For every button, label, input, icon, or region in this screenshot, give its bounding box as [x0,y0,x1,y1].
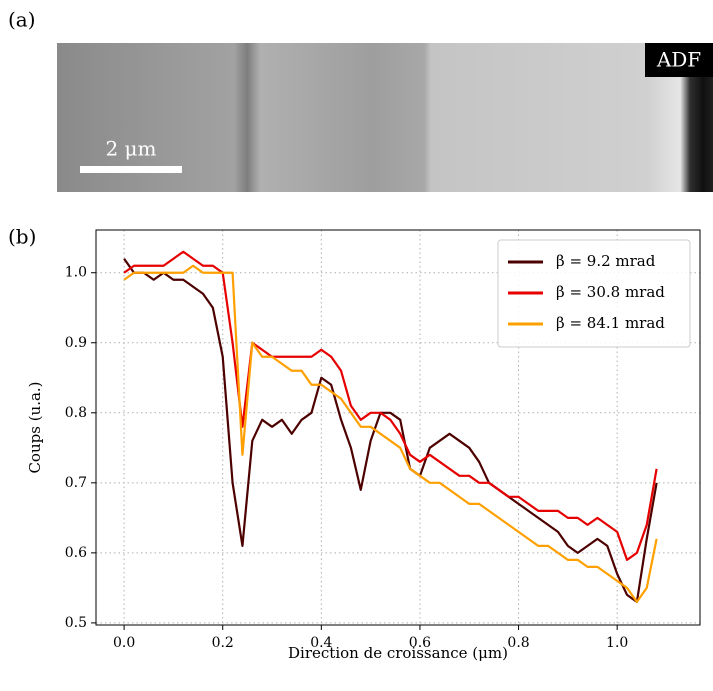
x-tick-label: 1.0 [606,635,628,651]
series-line [123,258,658,603]
scale-bar-label: 2 μm [105,137,156,161]
legend-box [497,239,691,348]
scale-bar [80,166,182,173]
y-tick-label: 0.6 [65,545,87,561]
series-line [123,250,658,561]
x-tick-label: 0.6 [409,635,431,651]
legend-label: β = 9.2 mrad [556,252,656,270]
panel-label: (b) [8,225,36,249]
badge-label: ADF [656,48,701,72]
x-axis-label: Direction de croissance (μm) [288,644,508,662]
y-tick-label: 1.0 [65,265,87,281]
badge [645,43,713,77]
legend-label: β = 84.1 mrad [556,314,665,332]
x-tick-label: 0.2 [212,635,234,651]
legend-label: β = 30.8 mrad [556,283,665,301]
y-tick-label: 0.9 [65,335,87,351]
x-tick-label: 0.0 [113,635,135,651]
plot: 0.0 0.2 0.4 0.6 0.8 1.0 0.5 0.6 0.7 0.8 0.9 1.0 Dire… [26,229,701,662]
y-tick-label: 0.7 [65,475,87,491]
x-tick-label: 0.8 [507,635,529,651]
y-axis-label: Coups (u.a.) [26,381,44,473]
panel-label: (a) [8,8,36,32]
axes-frame [95,229,701,626]
y-tick-label: 0.8 [65,405,87,421]
x-tick-label: 0.4 [310,635,332,651]
series-line [123,264,658,603]
y-tick-label: 0.5 [65,615,87,631]
